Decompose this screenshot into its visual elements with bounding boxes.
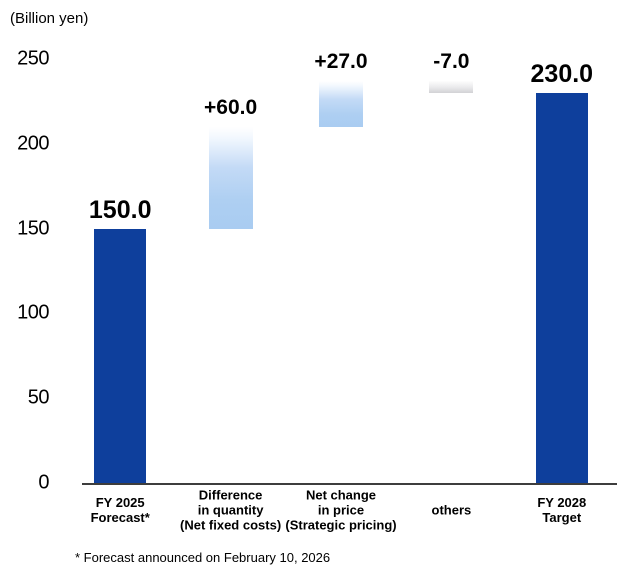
value-label: +27.0 — [314, 50, 368, 74]
bar-net-change-in-price-strategic-pricing — [319, 81, 363, 127]
x-axis-category-label: FY 2025 Forecast* — [90, 495, 150, 525]
y-axis-tick-label: 150 — [17, 217, 49, 240]
y-axis-unit-label: (Billion yen) — [10, 10, 89, 27]
value-label: 230.0 — [530, 59, 594, 88]
y-axis-tick-label: 50 — [27, 386, 50, 409]
y-axis-tick-label: 100 — [17, 301, 49, 324]
bar-difference-in-quantity-net-fixed-costs — [208, 126, 253, 229]
value-label: 150.0 — [88, 195, 152, 224]
x-axis-category-label: Net change in price (Strategic pricing) — [285, 487, 397, 533]
bar-fy-2028-target — [535, 92, 588, 483]
value-label: +60.0 — [204, 95, 258, 119]
bar-fy-2025-forecast — [94, 228, 147, 483]
x-axis-category-label: others — [431, 502, 472, 518]
y-axis-tick-label: 250 — [17, 47, 49, 70]
bar-others — [429, 81, 474, 93]
x-axis-line — [82, 483, 617, 485]
footnote: * Forecast announced on February 10, 202… — [75, 550, 331, 565]
x-axis-category-label: FY 2028 Target — [537, 495, 587, 525]
y-axis-tick-label: 0 — [38, 471, 49, 494]
x-axis-category-label: Difference in quantity (Net fixed costs) — [180, 487, 282, 533]
value-label: -7.0 — [433, 50, 470, 74]
y-axis-tick-label: 200 — [17, 132, 49, 155]
